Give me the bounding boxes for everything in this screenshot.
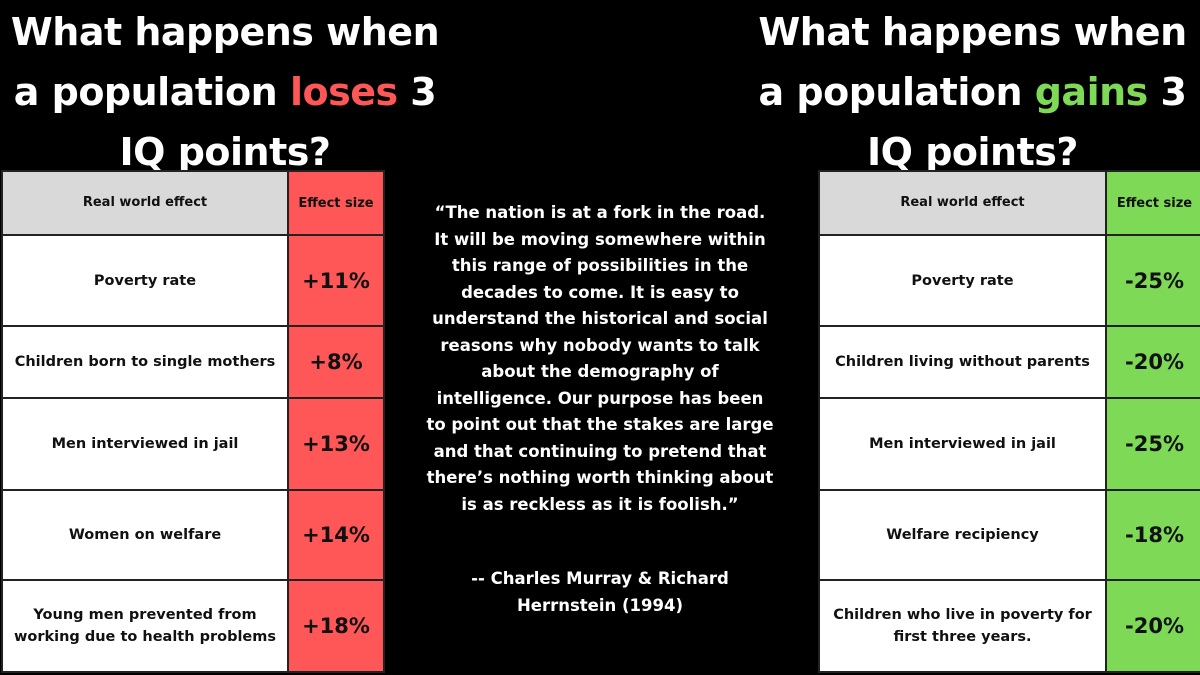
effect-size: +14% bbox=[287, 489, 385, 581]
effect-label: Men interviewed in jail bbox=[818, 397, 1107, 491]
effect-size: -20% bbox=[1105, 579, 1200, 673]
right-title: What happens when a population gains 3 I… bbox=[745, 2, 1200, 182]
table-header: Real world effect Effect size bbox=[1, 170, 385, 236]
effect-size: -25% bbox=[1105, 397, 1200, 491]
effect-label: Poverty rate bbox=[818, 234, 1107, 327]
table-row: Women on welfare +14% bbox=[1, 489, 385, 581]
table-row: Men interviewed in jail -25% bbox=[818, 397, 1200, 491]
effect-size: +11% bbox=[287, 234, 385, 327]
header-size: Effect size bbox=[287, 170, 385, 236]
effect-label: Women on welfare bbox=[1, 489, 289, 581]
effect-size: -25% bbox=[1105, 234, 1200, 327]
quote-text: “The nation is at a fork in the road. It… bbox=[426, 203, 774, 514]
table-row: Children born to single mothers +8% bbox=[1, 325, 385, 399]
header-size: Effect size bbox=[1105, 170, 1200, 236]
effect-size: +13% bbox=[287, 397, 385, 491]
title-keyword-gains: gains bbox=[1034, 70, 1149, 114]
title-keyword-loses: loses bbox=[289, 70, 398, 114]
effect-size: +18% bbox=[287, 579, 385, 673]
table-row: Children living without parents -20% bbox=[818, 325, 1200, 399]
effect-size: -20% bbox=[1105, 325, 1200, 399]
effect-size: -18% bbox=[1105, 489, 1200, 581]
table-header: Real world effect Effect size bbox=[818, 170, 1200, 236]
quote-attribution: -- Charles Murray & Richard Herrnstein (… bbox=[471, 569, 729, 615]
table-row: Poverty rate +11% bbox=[1, 234, 385, 327]
effect-label: Children living without parents bbox=[818, 325, 1107, 399]
title-text: What happens when a population bbox=[10, 10, 440, 114]
table-row: Children who live in poverty for first t… bbox=[818, 579, 1200, 673]
effect-label: Young men prevented from working due to … bbox=[1, 579, 289, 673]
left-title: What happens when a population loses 3 I… bbox=[0, 2, 450, 182]
title-text: What happens when a population bbox=[758, 10, 1187, 114]
effect-label: Poverty rate bbox=[1, 234, 289, 327]
effect-size: +8% bbox=[287, 325, 385, 399]
effect-label: Welfare recipiency bbox=[818, 489, 1107, 581]
title-text: 3 IQ points? bbox=[119, 70, 437, 174]
header-effect: Real world effect bbox=[818, 170, 1107, 236]
effect-label: Children who live in poverty for first t… bbox=[818, 579, 1107, 673]
table-row: Welfare recipiency -18% bbox=[818, 489, 1200, 581]
table-row: Men interviewed in jail +13% bbox=[1, 397, 385, 491]
effect-label: Men interviewed in jail bbox=[1, 397, 289, 491]
table-row: Poverty rate -25% bbox=[818, 234, 1200, 327]
loss-table: Real world effect Effect size Poverty rat… bbox=[1, 170, 385, 673]
header-effect: Real world effect bbox=[1, 170, 289, 236]
effect-label: Children born to single mothers bbox=[1, 325, 289, 399]
table-row: Young men prevented from working due to … bbox=[1, 579, 385, 673]
gain-table: Real world effect Effect size Poverty rat… bbox=[818, 170, 1200, 673]
title-text: 3 IQ points? bbox=[867, 70, 1187, 174]
